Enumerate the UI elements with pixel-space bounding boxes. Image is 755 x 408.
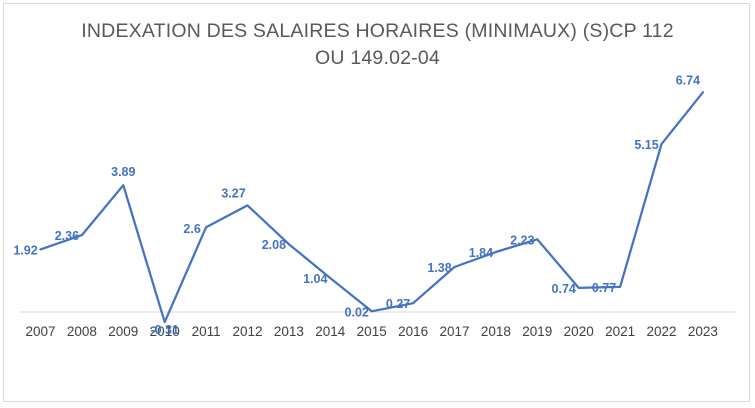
x-tick-label: 2017 [439, 324, 469, 339]
x-tick-label: 2014 [315, 324, 346, 339]
data-label: 1.38 [427, 261, 451, 275]
x-tick-label: 2016 [398, 324, 428, 339]
x-tick-label: 2020 [564, 324, 594, 339]
x-tick-label: 2012 [232, 324, 262, 339]
x-tick-label: 2023 [688, 324, 718, 339]
x-tick-label: 2007 [25, 324, 55, 339]
x-tick-label: 2009 [108, 324, 138, 339]
data-label: 0.77 [592, 281, 616, 295]
x-tick-label: 2018 [481, 324, 511, 339]
x-tick-label: 2008 [67, 324, 97, 339]
x-tick-label: 2021 [605, 324, 635, 339]
data-label: 6.74 [676, 73, 700, 87]
data-label: 0.27 [386, 297, 410, 311]
series-line [39, 91, 705, 324]
data-label: 1.92 [13, 243, 37, 257]
x-tick-label: 2022 [646, 324, 676, 339]
data-label: 2.08 [262, 238, 286, 252]
data-label: 2.6 [183, 222, 200, 236]
data-label: 0.02 [345, 305, 369, 319]
x-tick-label: 2011 [192, 324, 221, 339]
data-label: 3.89 [111, 165, 135, 179]
x-tick-label: 2013 [274, 324, 304, 339]
chart-title-line-1: INDEXATION DES SALAIRES HORAIRES (MINIMA… [81, 20, 674, 42]
data-label: 5.15 [634, 138, 658, 152]
data-label: -0.31 [150, 323, 179, 337]
chart-title-line-2: OU 149.02-04 [315, 47, 440, 69]
data-label: 0.74 [552, 282, 576, 296]
data-label: 2.36 [55, 229, 79, 243]
data-label: 2.23 [510, 233, 534, 247]
x-tick-label: 2010 [150, 324, 180, 339]
data-label: 3.27 [221, 186, 245, 200]
x-tick-label: 2019 [522, 324, 552, 339]
x-tick-label: 2015 [357, 324, 387, 339]
data-label: 1.84 [469, 246, 493, 260]
chart-title: INDEXATION DES SALAIRES HORAIRES (MINIMA… [0, 18, 755, 72]
data-label: 1.04 [303, 272, 327, 286]
